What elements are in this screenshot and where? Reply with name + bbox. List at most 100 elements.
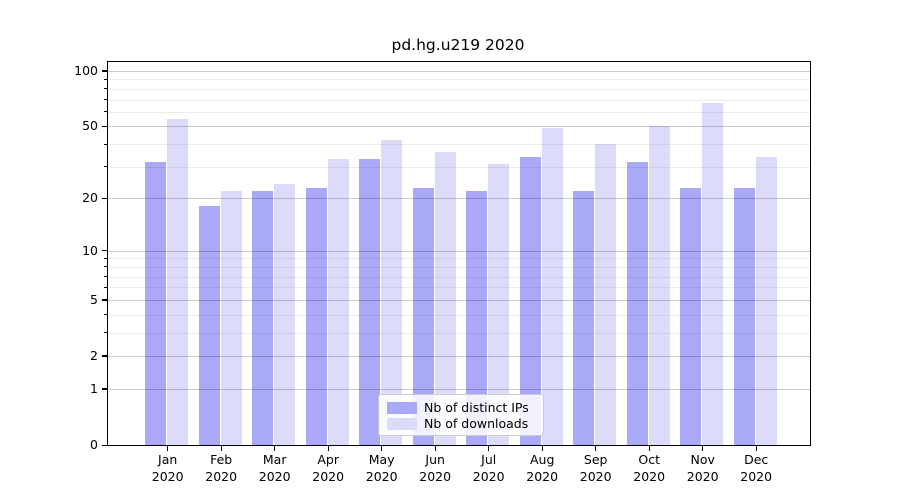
x-label-year: 2020 bbox=[579, 468, 612, 484]
bar bbox=[220, 190, 242, 445]
minor-gridline bbox=[108, 111, 810, 113]
bar bbox=[541, 128, 563, 445]
x-label-year: 2020 bbox=[258, 468, 291, 484]
x-axis-tick-label: Apr 2020 bbox=[301, 452, 355, 485]
x-label-month: Nov bbox=[690, 452, 715, 467]
y-axis-tick-label: 5 bbox=[90, 291, 98, 307]
x-tick-mark bbox=[167, 446, 169, 451]
y-tick-mark bbox=[102, 388, 107, 390]
x-tick-mark bbox=[381, 446, 383, 451]
major-gridline bbox=[108, 198, 810, 200]
x-label-year: 2020 bbox=[312, 468, 345, 484]
legend-item-distinct-ips: Nb of distinct IPs bbox=[387, 400, 543, 416]
x-tick-mark bbox=[220, 446, 222, 451]
minor-gridline bbox=[108, 88, 810, 90]
major-gridline bbox=[108, 71, 810, 72]
bar bbox=[755, 156, 777, 445]
x-label-year: 2020 bbox=[419, 468, 452, 484]
legend-swatch-downloads bbox=[387, 418, 417, 430]
bar bbox=[198, 206, 220, 445]
bar bbox=[252, 190, 274, 445]
x-tick-mark bbox=[595, 446, 597, 451]
y-axis-tick-label: 20 bbox=[82, 190, 98, 206]
minor-gridline bbox=[108, 79, 810, 81]
bar bbox=[702, 103, 724, 445]
chart-title: pd.hg.u219 2020 bbox=[391, 36, 525, 54]
x-axis-tick-label: Sep 2020 bbox=[569, 452, 623, 485]
bar bbox=[167, 118, 189, 445]
x-label-year: 2020 bbox=[151, 468, 184, 484]
x-label-year: 2020 bbox=[205, 468, 238, 484]
legend-swatch-distinct-ips bbox=[387, 402, 417, 414]
y-minor-tick-mark bbox=[104, 286, 107, 288]
y-axis-tick-label: 2 bbox=[90, 347, 98, 363]
bar bbox=[595, 144, 617, 445]
bar bbox=[412, 187, 434, 445]
bar bbox=[680, 187, 702, 445]
minor-gridline bbox=[108, 276, 810, 278]
bar bbox=[305, 187, 327, 445]
x-tick-mark bbox=[434, 446, 436, 451]
x-label-year: 2020 bbox=[472, 468, 505, 484]
y-minor-tick-mark bbox=[104, 266, 107, 268]
major-gridline bbox=[108, 250, 810, 252]
legend-item-downloads: Nb of downloads bbox=[387, 416, 543, 432]
y-minor-tick-mark bbox=[104, 88, 107, 90]
x-label-year: 2020 bbox=[365, 468, 398, 484]
x-label-month: Jan bbox=[158, 452, 178, 467]
y-minor-tick-mark bbox=[104, 314, 107, 316]
y-tick-mark bbox=[102, 444, 107, 446]
x-label-year: 2020 bbox=[633, 468, 666, 484]
legend-label-downloads: Nb of downloads bbox=[424, 416, 529, 431]
x-label-month: Jun bbox=[425, 452, 445, 467]
minor-gridline bbox=[108, 99, 810, 101]
y-minor-tick-mark bbox=[104, 166, 107, 168]
x-label-year: 2020 bbox=[526, 468, 559, 484]
x-tick-mark bbox=[648, 446, 650, 451]
bar bbox=[519, 156, 541, 445]
x-tick-mark bbox=[488, 446, 490, 451]
major-gridline bbox=[108, 126, 810, 128]
major-gridline bbox=[108, 356, 810, 357]
bar bbox=[145, 161, 167, 445]
x-label-month: Aug bbox=[529, 452, 555, 467]
y-minor-tick-mark bbox=[104, 111, 107, 113]
y-axis-tick-label: 10 bbox=[82, 242, 98, 258]
x-axis-tick-label: Feb 2020 bbox=[194, 452, 248, 485]
y-minor-tick-mark bbox=[104, 275, 107, 277]
y-minor-tick-mark bbox=[104, 99, 107, 101]
x-tick-mark bbox=[702, 446, 704, 451]
y-tick-mark bbox=[102, 125, 107, 128]
y-minor-tick-mark bbox=[104, 143, 107, 145]
y-minor-tick-mark bbox=[104, 257, 107, 259]
legend: Nb of distinct IPs Nb of downloads bbox=[378, 394, 544, 436]
y-tick-mark bbox=[102, 355, 107, 357]
x-axis-tick-label: Nov 2020 bbox=[676, 452, 730, 485]
x-label-month: Jul bbox=[481, 452, 497, 467]
y-minor-tick-mark bbox=[104, 78, 107, 80]
x-tick-mark bbox=[755, 446, 757, 451]
x-axis-tick-label: May 2020 bbox=[355, 452, 409, 485]
x-label-month: May bbox=[368, 452, 395, 467]
y-tick-mark bbox=[102, 197, 107, 200]
x-axis-tick-label: Jan 2020 bbox=[141, 452, 195, 485]
x-label-month: Apr bbox=[317, 452, 339, 467]
x-label-year: 2020 bbox=[686, 468, 719, 484]
y-axis-tick-label: 100 bbox=[74, 62, 98, 78]
bar bbox=[626, 161, 648, 445]
minor-gridline bbox=[108, 287, 810, 289]
x-axis-tick-label: Oct 2020 bbox=[622, 452, 676, 485]
plot-area: Nb of distinct IPs Nb of downloads bbox=[107, 61, 811, 446]
bar bbox=[381, 140, 403, 445]
bar bbox=[488, 164, 510, 445]
legend-label-distinct-ips: Nb of distinct IPs bbox=[424, 400, 529, 415]
bar bbox=[274, 184, 296, 445]
minor-gridline bbox=[108, 258, 810, 260]
y-tick-mark bbox=[102, 299, 107, 301]
bar bbox=[434, 152, 456, 445]
minor-gridline bbox=[108, 332, 810, 334]
minor-gridline bbox=[108, 314, 810, 316]
minor-gridline bbox=[108, 144, 810, 146]
x-axis-tick-label: Jun 2020 bbox=[408, 452, 462, 485]
bar bbox=[327, 159, 349, 445]
